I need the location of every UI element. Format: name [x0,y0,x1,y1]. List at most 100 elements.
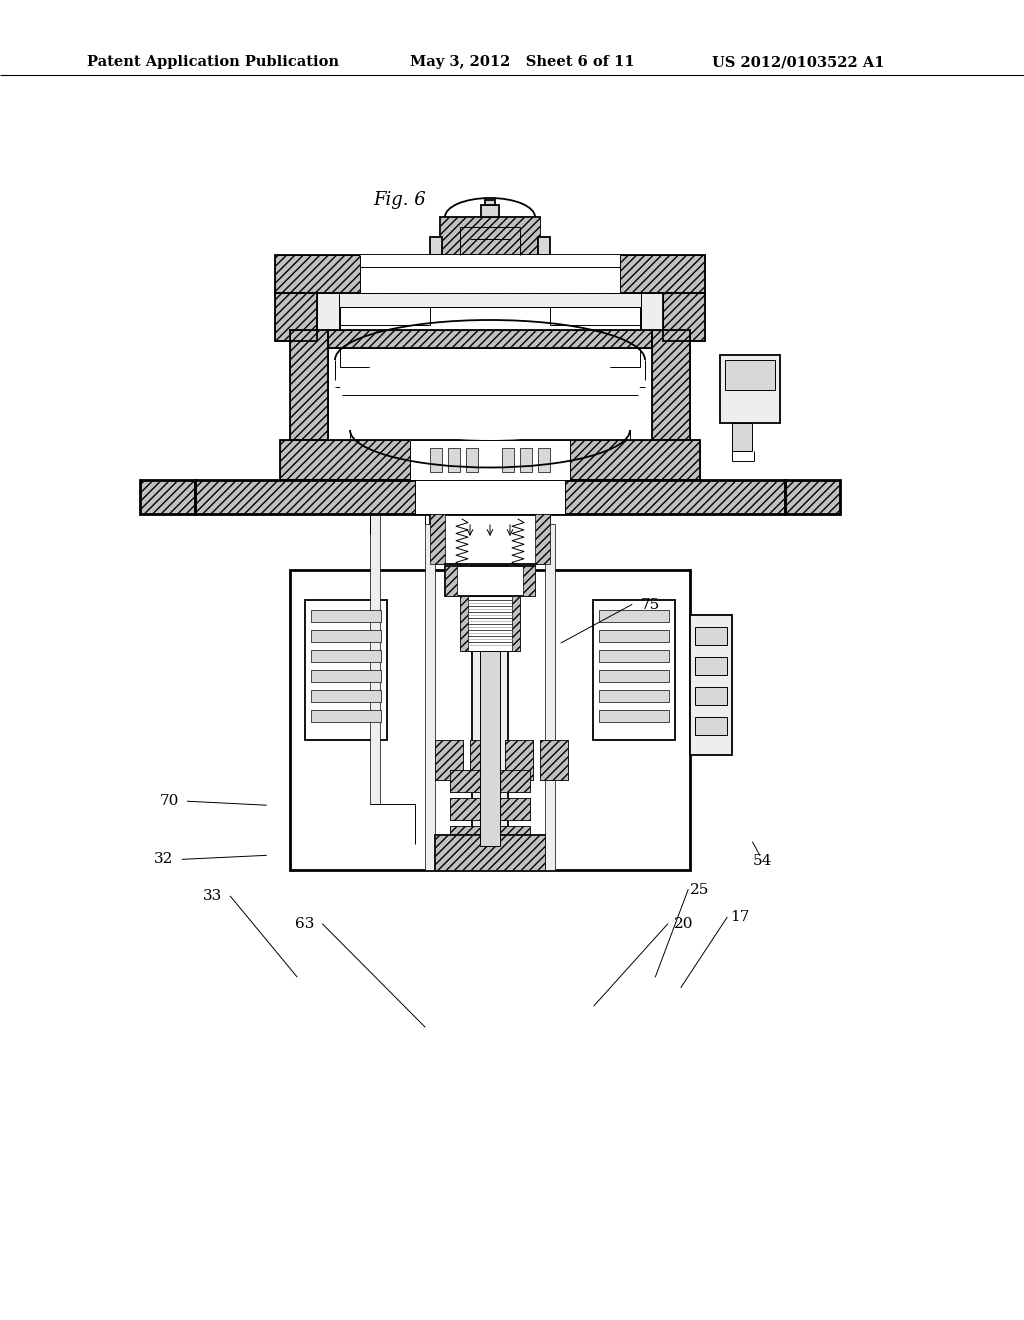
Bar [785,480,840,513]
Bar [652,330,690,440]
Bar [470,741,498,780]
Bar [512,597,520,651]
Bar [435,741,463,780]
Bar [540,741,568,780]
Bar [450,770,530,792]
Bar [340,308,640,367]
Bar [481,205,499,216]
Bar [445,566,457,597]
Bar [280,440,700,480]
Bar [695,686,727,705]
Text: 25: 25 [690,883,709,896]
Bar [472,566,508,846]
Text: Fig. 6: Fig. 6 [374,191,427,209]
Bar [290,330,328,440]
Text: 17: 17 [730,911,749,924]
Bar [311,690,381,702]
Bar [317,293,339,341]
Bar [425,524,435,870]
Bar [460,597,520,651]
Bar [415,480,565,513]
Bar [311,671,381,682]
Bar [502,447,514,473]
Bar [305,601,387,741]
Bar [599,649,669,663]
Bar [435,741,463,780]
Bar [275,255,705,293]
Text: 32: 32 [155,853,173,866]
Bar [545,524,555,870]
Bar [641,293,663,341]
Bar [450,826,530,847]
Bar [690,615,732,755]
Text: 20: 20 [674,917,694,931]
Bar [311,610,381,622]
Bar [663,293,705,341]
Bar [435,836,545,870]
Bar [599,710,669,722]
Ellipse shape [338,350,642,440]
Bar [370,513,380,804]
Bar [311,710,381,722]
Bar [695,657,727,675]
Bar [599,671,669,682]
Bar [311,630,381,642]
Bar [538,238,550,255]
Bar [339,293,641,308]
Bar [538,447,550,473]
Bar [523,566,535,597]
Bar [328,330,652,348]
Bar [695,627,727,645]
Bar [440,216,540,255]
Bar [450,770,530,792]
Bar [540,741,568,780]
Bar [505,741,534,780]
Bar [485,201,495,205]
Bar [520,447,532,473]
Bar [725,360,775,389]
Bar [720,355,780,422]
Bar [311,649,381,663]
Text: 33: 33 [204,890,222,903]
Text: 75: 75 [641,598,659,611]
Bar [695,717,727,735]
Bar [430,238,442,255]
Bar [470,741,498,780]
Bar [360,255,620,293]
Bar [435,836,545,870]
Bar [328,330,652,348]
Bar [440,216,540,255]
Text: US 2012/0103522 A1: US 2012/0103522 A1 [712,55,884,69]
Bar [430,513,550,564]
Bar [732,422,752,451]
Bar [195,480,785,513]
Bar [195,480,785,513]
Bar [466,447,478,473]
Text: May 3, 2012   Sheet 6 of 11: May 3, 2012 Sheet 6 of 11 [410,55,634,69]
Bar [410,440,570,480]
Bar [599,630,669,642]
Bar [599,690,669,702]
Bar [480,566,500,846]
Bar [652,330,690,440]
Bar [449,447,460,473]
Bar [450,799,530,820]
Bar [785,480,840,513]
Text: 54: 54 [754,854,772,867]
Bar [280,440,700,480]
Bar [445,566,535,597]
Bar [663,293,705,341]
Bar [450,799,530,820]
Bar [290,570,690,870]
Text: 70: 70 [160,795,178,808]
Bar [535,513,550,564]
Text: 63: 63 [296,917,314,931]
Bar [599,610,669,622]
Bar [460,597,468,651]
Bar [593,601,675,741]
Bar [290,330,328,440]
Bar [275,293,317,341]
Bar [328,330,652,348]
Bar [430,447,442,473]
Bar [430,513,445,564]
